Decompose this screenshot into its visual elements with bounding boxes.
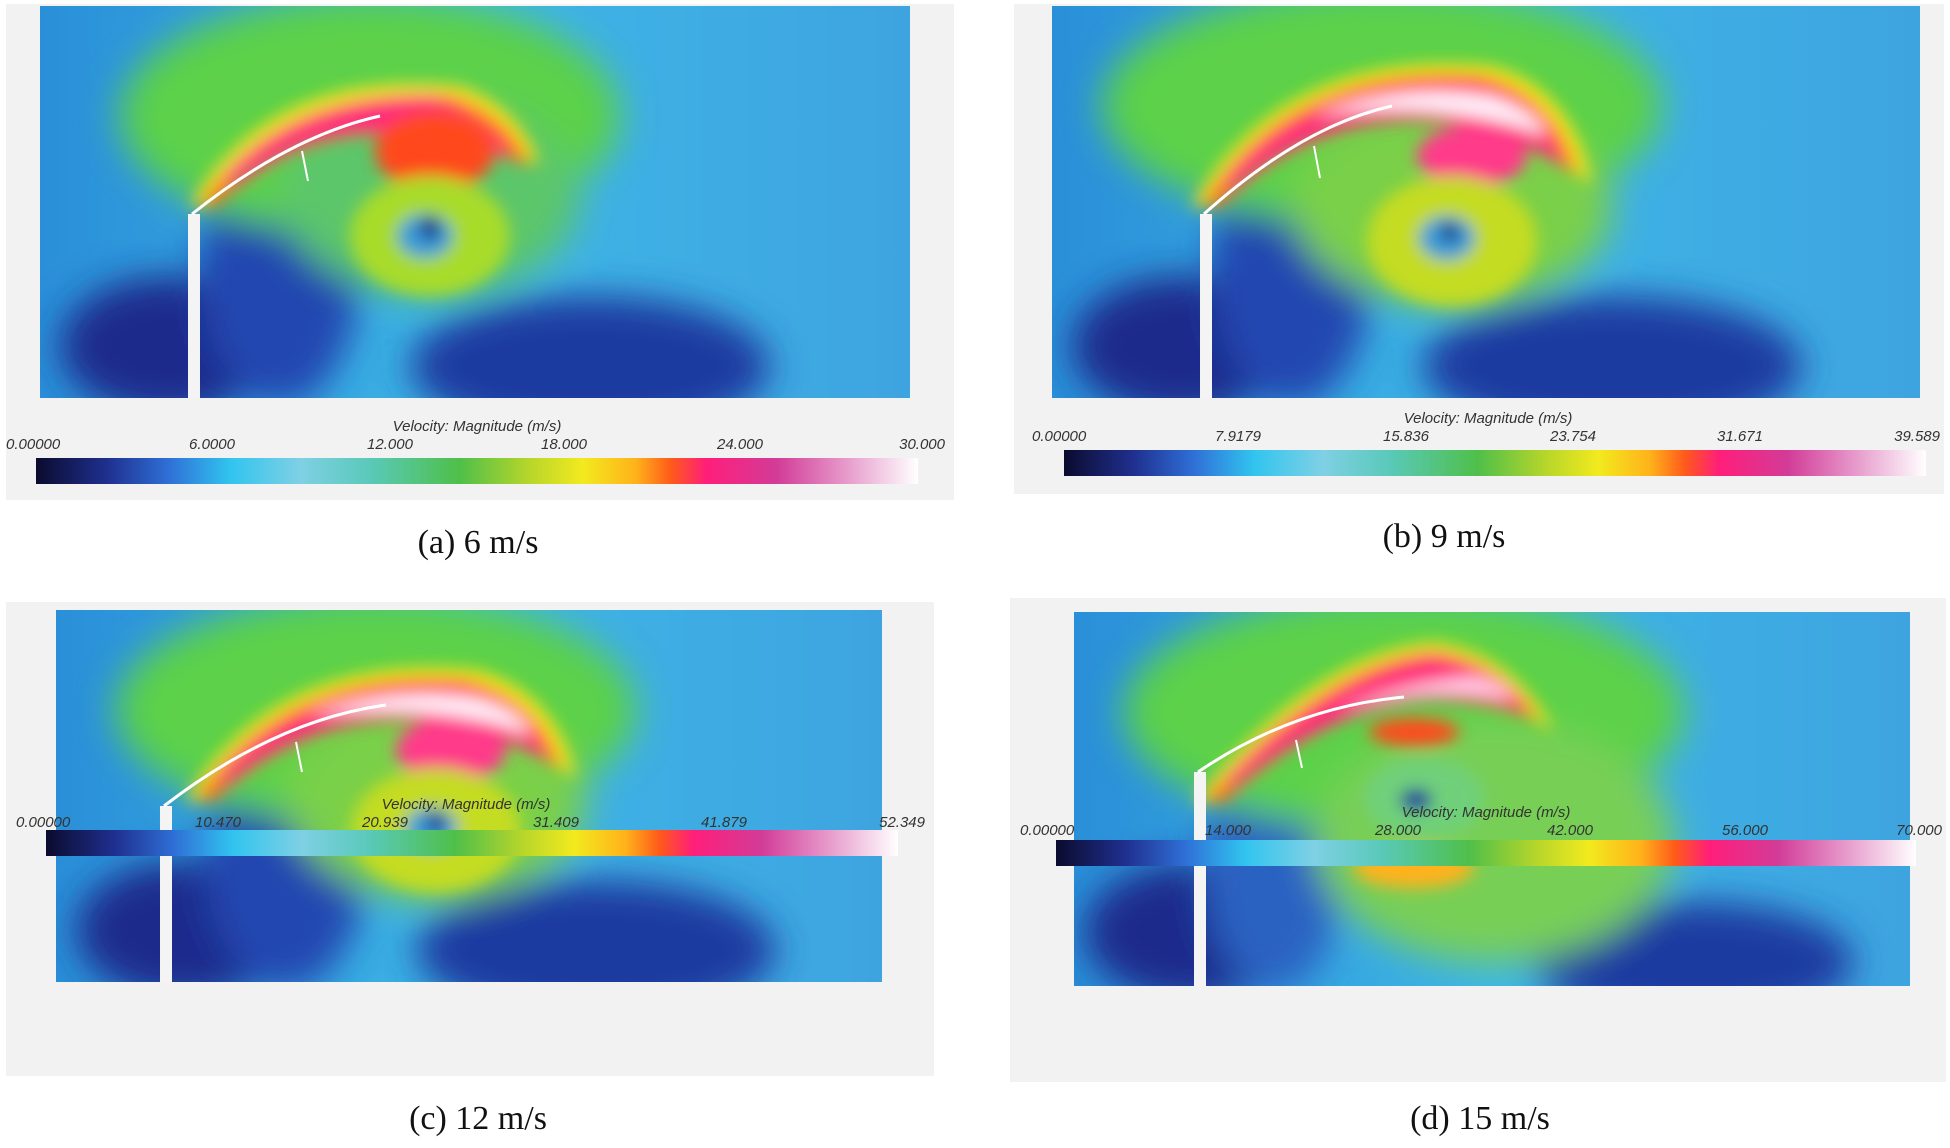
colorbar-title: Velocity: Magnitude (m/s) [392,418,562,435]
velocity-contour-plot [40,6,910,398]
colorbar-tick: 0.00000 [1032,428,1087,445]
colorbar [36,458,918,484]
colorbar-tick: 31.671 [1717,428,1763,445]
velocity-contour-plot [1074,612,1910,986]
colorbar-title: Velocity: Magnitude (m/s) [381,796,551,813]
colorbar-tick: 14.000 [1205,822,1251,839]
colorbar-tick: 56.000 [1722,822,1768,839]
colorbar-tick: 12.000 [367,436,413,453]
colorbar [1064,450,1926,476]
colorbar-tick: 20.939 [362,814,408,831]
colorbar-title: Velocity: Magnitude (m/s) [1401,804,1571,821]
colorbar-tick: 6.0000 [189,436,235,453]
panel-c: Velocity: Magnitude (m/s) 0.00000 10.470… [0,598,975,1148]
colorbar-tick: 0.00000 [16,814,71,831]
panel-caption: (c) 12 m/s [409,1100,547,1137]
panel-b: Velocity: Magnitude (m/s) 0.00000 7.9179… [1010,0,1950,574]
colorbar-tick: 28.000 [1375,822,1421,839]
colorbar [46,830,898,856]
panel-caption: (d) 15 m/s [1410,1100,1550,1137]
colorbar [1056,840,1916,866]
colorbar-tick: 18.000 [541,436,587,453]
panel-caption: (a) 6 m/s [417,524,539,561]
panel-caption: (b) 9 m/s [1382,518,1506,555]
colorbar-tick: 39.589 [1894,428,1940,445]
colorbar-tick: 23.754 [1550,428,1596,445]
colorbar-tick: 31.409 [533,814,579,831]
colorbar-tick: 10.470 [195,814,241,831]
colorbar-tick: 52.349 [879,814,925,831]
velocity-contour-plot [56,610,882,982]
panel-a: Velocity: Magnitude (m/s) 0.00000 6.0000… [0,0,975,574]
colorbar-tick: 42.000 [1547,822,1593,839]
colorbar-tick: 0.00000 [6,436,61,453]
colorbar-tick: 70.000 [1896,822,1942,839]
velocity-contour-plot [1052,6,1920,398]
colorbar-title: Velocity: Magnitude (m/s) [1403,410,1573,427]
colorbar-tick: 30.000 [899,436,945,453]
panel-d: Velocity: Magnitude (m/s) 0.00000 14.000… [1000,598,1950,1148]
colorbar-tick: 7.9179 [1215,428,1261,445]
colorbar-tick: 24.000 [717,436,763,453]
colorbar-tick: 15.836 [1383,428,1429,445]
colorbar-tick: 41.879 [701,814,747,831]
colorbar-tick: 0.00000 [1020,822,1075,839]
